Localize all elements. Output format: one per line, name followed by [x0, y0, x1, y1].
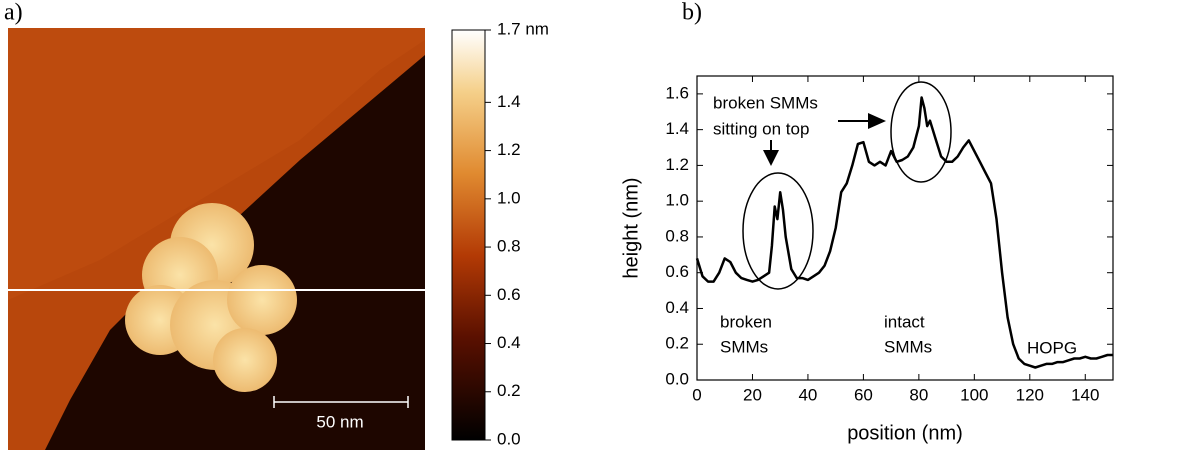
y-tick-label: 0.4: [665, 298, 689, 317]
y-tick-label: 1.0: [665, 191, 689, 210]
annotation: SMMs: [884, 337, 932, 356]
colorbar-tick-label: 0.8: [497, 237, 521, 256]
colorbar-tick-label: 1.2: [497, 140, 521, 159]
annotation: intact: [884, 312, 925, 331]
x-tick-label: 40: [798, 385, 817, 404]
profile-line: [695, 96, 1113, 369]
y-tick-label: 0.2: [665, 334, 689, 353]
x-tick-label: 140: [1071, 385, 1099, 404]
panel-label: b): [682, 0, 702, 26]
y-tick-label: 1.2: [665, 155, 689, 174]
arrow-head: [868, 113, 886, 129]
y-tick-label: 0.8: [665, 226, 689, 245]
scale-bar-label: 50 nm: [316, 412, 363, 431]
x-tick-label: 60: [854, 385, 873, 404]
annotation: broken SMMs: [713, 93, 818, 112]
colorbar-tick-label: 1.0: [497, 188, 521, 207]
colorbar-tick-label: 1.7 nm: [497, 19, 549, 38]
colorbar-tick-label: 0.2: [497, 381, 521, 400]
y-tick-label: 0.0: [665, 369, 689, 388]
annotation: broken: [720, 312, 772, 331]
colorbar: [451, 29, 486, 441]
annotation: SMMs: [720, 337, 768, 356]
x-tick-label: 20: [743, 385, 762, 404]
arrow-head: [763, 150, 779, 166]
highlight-ellipse: [742, 172, 814, 290]
afm-image: [8, 28, 425, 450]
annotation: HOPG: [1027, 338, 1077, 357]
colorbar-tick-label: 0.6: [497, 285, 521, 304]
x-tick-label: 120: [1016, 385, 1044, 404]
colorbar-tick-label: 0.4: [497, 333, 521, 352]
x-tick-label: 100: [960, 385, 988, 404]
y-tick-label: 1.6: [665, 83, 689, 102]
annotation: sitting on top: [713, 119, 809, 138]
y-tick-label: 0.6: [665, 262, 689, 281]
x-axis-label: position (nm): [847, 422, 963, 444]
colorbar-tick-label: 0.0: [497, 429, 521, 448]
y-tick-label: 1.4: [665, 119, 689, 138]
plot-frame: [696, 75, 1114, 381]
colorbar-tick-label: 1.4: [497, 92, 521, 111]
y-axis-label: height (nm): [620, 177, 642, 278]
highlight-ellipse: [890, 81, 952, 183]
panel-label: a): [4, 0, 23, 26]
x-tick-label: 0: [692, 385, 701, 404]
x-tick-label: 80: [909, 385, 928, 404]
